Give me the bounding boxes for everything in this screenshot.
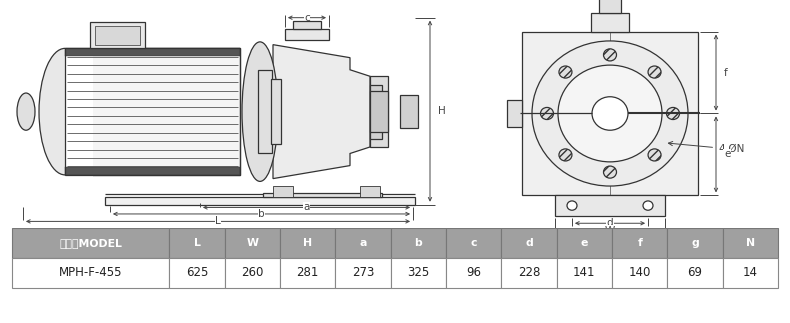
Text: H: H (303, 238, 312, 248)
Text: H: H (438, 106, 446, 116)
Text: 228: 228 (518, 266, 540, 279)
Text: 型式／MODEL: 型式／MODEL (59, 238, 122, 248)
Polygon shape (12, 228, 170, 258)
Polygon shape (12, 258, 170, 288)
Text: 260: 260 (241, 266, 264, 279)
Text: 4-ØN: 4-ØN (668, 141, 744, 154)
Polygon shape (599, 0, 621, 13)
Text: a: a (303, 203, 310, 213)
Ellipse shape (648, 66, 661, 78)
Polygon shape (225, 228, 280, 258)
Ellipse shape (559, 149, 572, 161)
Polygon shape (446, 228, 502, 258)
Ellipse shape (667, 108, 679, 120)
Polygon shape (502, 258, 557, 288)
Polygon shape (65, 48, 240, 175)
Ellipse shape (17, 93, 35, 130)
Text: 14: 14 (743, 266, 758, 279)
Polygon shape (723, 258, 778, 288)
Polygon shape (557, 228, 612, 258)
Circle shape (558, 65, 662, 162)
Text: e: e (724, 150, 731, 160)
Polygon shape (273, 186, 293, 197)
Circle shape (567, 201, 577, 210)
Text: c: c (304, 13, 310, 23)
Text: a: a (359, 238, 367, 248)
Polygon shape (723, 228, 778, 258)
Polygon shape (271, 79, 281, 144)
Text: 273: 273 (352, 266, 374, 279)
Ellipse shape (559, 66, 572, 78)
Polygon shape (258, 70, 272, 153)
Ellipse shape (648, 149, 661, 161)
Polygon shape (95, 26, 140, 45)
Polygon shape (668, 258, 723, 288)
Text: b: b (258, 209, 265, 219)
Polygon shape (280, 228, 336, 258)
Text: f: f (638, 238, 642, 248)
Polygon shape (65, 167, 240, 175)
Ellipse shape (242, 42, 278, 182)
Circle shape (532, 41, 688, 186)
Polygon shape (273, 45, 370, 179)
Text: c: c (471, 238, 477, 248)
Polygon shape (90, 22, 145, 48)
Circle shape (643, 201, 653, 210)
Polygon shape (336, 228, 391, 258)
Polygon shape (591, 13, 629, 32)
Polygon shape (502, 228, 557, 258)
Polygon shape (668, 228, 723, 258)
Polygon shape (263, 193, 382, 197)
Text: d: d (607, 218, 613, 228)
Text: f: f (724, 68, 728, 78)
Polygon shape (65, 47, 93, 177)
Ellipse shape (604, 49, 616, 61)
Text: MPH-F-455: MPH-F-455 (59, 266, 122, 279)
Polygon shape (446, 258, 502, 288)
Ellipse shape (39, 48, 91, 175)
Polygon shape (507, 99, 522, 128)
Text: 281: 281 (296, 266, 319, 279)
Text: W: W (246, 238, 258, 248)
Polygon shape (360, 186, 380, 197)
Text: d: d (525, 238, 533, 248)
Text: e: e (581, 238, 588, 248)
Polygon shape (65, 48, 240, 56)
Text: b: b (415, 238, 423, 248)
Text: 69: 69 (687, 266, 702, 279)
Polygon shape (170, 228, 225, 258)
Polygon shape (370, 85, 382, 139)
Polygon shape (285, 29, 329, 40)
Text: 141: 141 (573, 266, 596, 279)
Ellipse shape (540, 108, 554, 120)
Polygon shape (370, 91, 388, 132)
Text: g: g (691, 238, 699, 248)
Polygon shape (293, 21, 321, 29)
Polygon shape (400, 95, 418, 128)
Polygon shape (612, 228, 668, 258)
Polygon shape (391, 258, 446, 288)
Circle shape (592, 97, 628, 130)
Text: 140: 140 (629, 266, 651, 279)
Polygon shape (280, 258, 336, 288)
Text: L: L (215, 216, 221, 226)
Text: 325: 325 (408, 266, 430, 279)
Text: L: L (194, 238, 201, 248)
Polygon shape (391, 228, 446, 258)
Polygon shape (370, 76, 388, 147)
Polygon shape (105, 197, 415, 205)
Text: 625: 625 (186, 266, 209, 279)
Ellipse shape (604, 166, 616, 178)
Polygon shape (225, 258, 280, 288)
Polygon shape (522, 32, 698, 195)
Polygon shape (170, 258, 225, 288)
Polygon shape (557, 258, 612, 288)
Text: N: N (746, 238, 755, 248)
Text: 96: 96 (466, 266, 481, 279)
Polygon shape (612, 258, 668, 288)
Text: W: W (605, 226, 615, 236)
Polygon shape (555, 195, 665, 216)
Polygon shape (336, 258, 391, 288)
